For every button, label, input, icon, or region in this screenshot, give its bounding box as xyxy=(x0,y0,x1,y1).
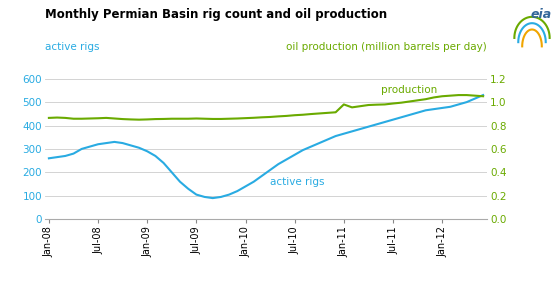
Text: production: production xyxy=(381,85,437,95)
Text: active rigs: active rigs xyxy=(45,42,99,52)
Text: active rigs: active rigs xyxy=(270,176,325,187)
Text: Monthly Permian Basin rig count and oil production: Monthly Permian Basin rig count and oil … xyxy=(45,8,387,21)
Text: eia: eia xyxy=(530,8,552,21)
Text: oil production (million barrels per day): oil production (million barrels per day) xyxy=(287,42,487,52)
